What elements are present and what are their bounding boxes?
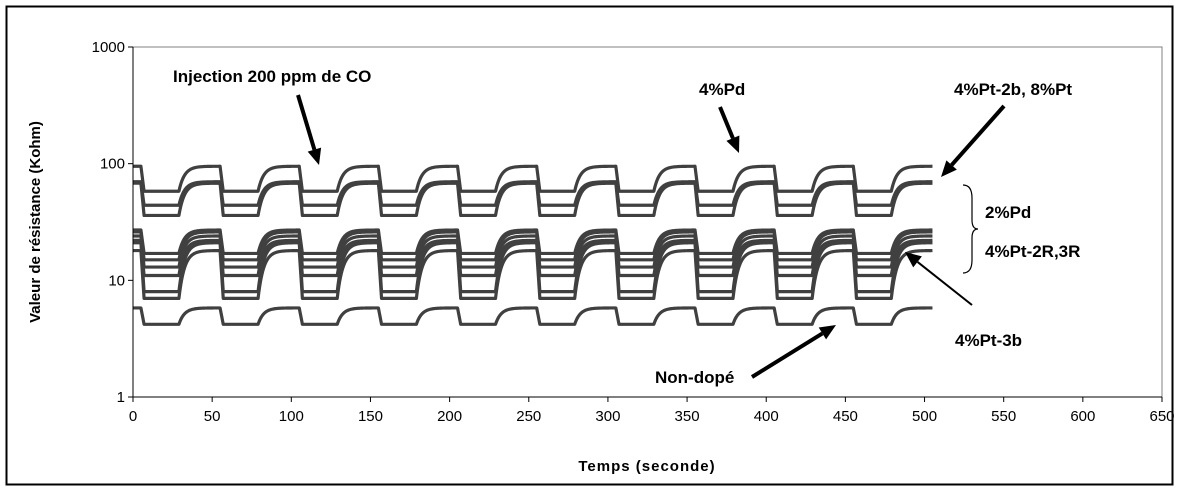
x-tick-label: 650	[1149, 408, 1174, 425]
x-tick-label: 400	[754, 408, 779, 425]
series-line-7	[132, 238, 934, 278]
x-tick-label: 300	[595, 408, 620, 425]
series-line-9	[132, 248, 934, 301]
x-tick-label: 200	[437, 408, 462, 425]
x-tick-label: 0	[129, 408, 137, 425]
annotation-4pt-2r-3r: 4%Pt-2R,3R	[985, 242, 1080, 261]
y-tick-label: 10	[108, 272, 125, 289]
annotation-injection: Injection 200 ppm de CO	[173, 67, 371, 86]
annotation-4pt-2b-8pt: 4%Pt-2b, 8%Pt	[954, 80, 1072, 99]
x-tick-label: 550	[991, 408, 1016, 425]
y-tick-label: 1	[117, 389, 125, 406]
annotation-4pt-3b: 4%Pt-3b	[955, 331, 1022, 350]
x-tick-label: 150	[358, 408, 383, 425]
nondope-arrow	[750, 325, 836, 379]
y-tick-label: 1000	[92, 39, 125, 56]
series-line-8	[132, 241, 934, 294]
x-tick-label: 50	[204, 408, 221, 425]
series-line-1	[132, 164, 934, 193]
x-tick-label: 450	[833, 408, 858, 425]
pt3b-arrow	[905, 252, 973, 306]
pd4-arrow	[718, 106, 740, 153]
x-tick-label: 350	[675, 408, 700, 425]
pt8-arrow	[941, 104, 1006, 177]
annotations-layer: Injection 200 ppm de CO 4%Pd 4%Pt-2b, 8%Pt…	[173, 67, 1080, 387]
series-line-4	[132, 228, 934, 256]
series-layer	[132, 164, 934, 326]
group-brace	[962, 184, 979, 274]
y-axis-title: Valeur de résistance (Kohm)	[27, 121, 44, 323]
series-line-3	[132, 181, 934, 218]
y-tick-label: 100	[100, 156, 125, 173]
injection-arrow	[296, 94, 322, 165]
x-tick-label: 250	[516, 408, 541, 425]
plot-area	[132, 46, 1163, 398]
series-line-10	[132, 306, 934, 326]
annotation-2pd: 2%Pd	[985, 203, 1031, 222]
series-line-5	[132, 230, 934, 262]
x-tick-label: 100	[279, 408, 304, 425]
axes-layer: 0 50 100 150 200 250 300 350 400 450 500 550 600 650 1…	[92, 39, 1175, 425]
x-tick-label: 500	[912, 408, 937, 425]
x-axis-title: Temps (seconde)	[578, 458, 715, 475]
x-tick-label: 600	[1070, 408, 1095, 425]
series-line-6	[132, 234, 934, 269]
annotation-4pd: 4%Pd	[699, 80, 745, 99]
annotation-non-dope: Non-dopé	[655, 368, 734, 387]
